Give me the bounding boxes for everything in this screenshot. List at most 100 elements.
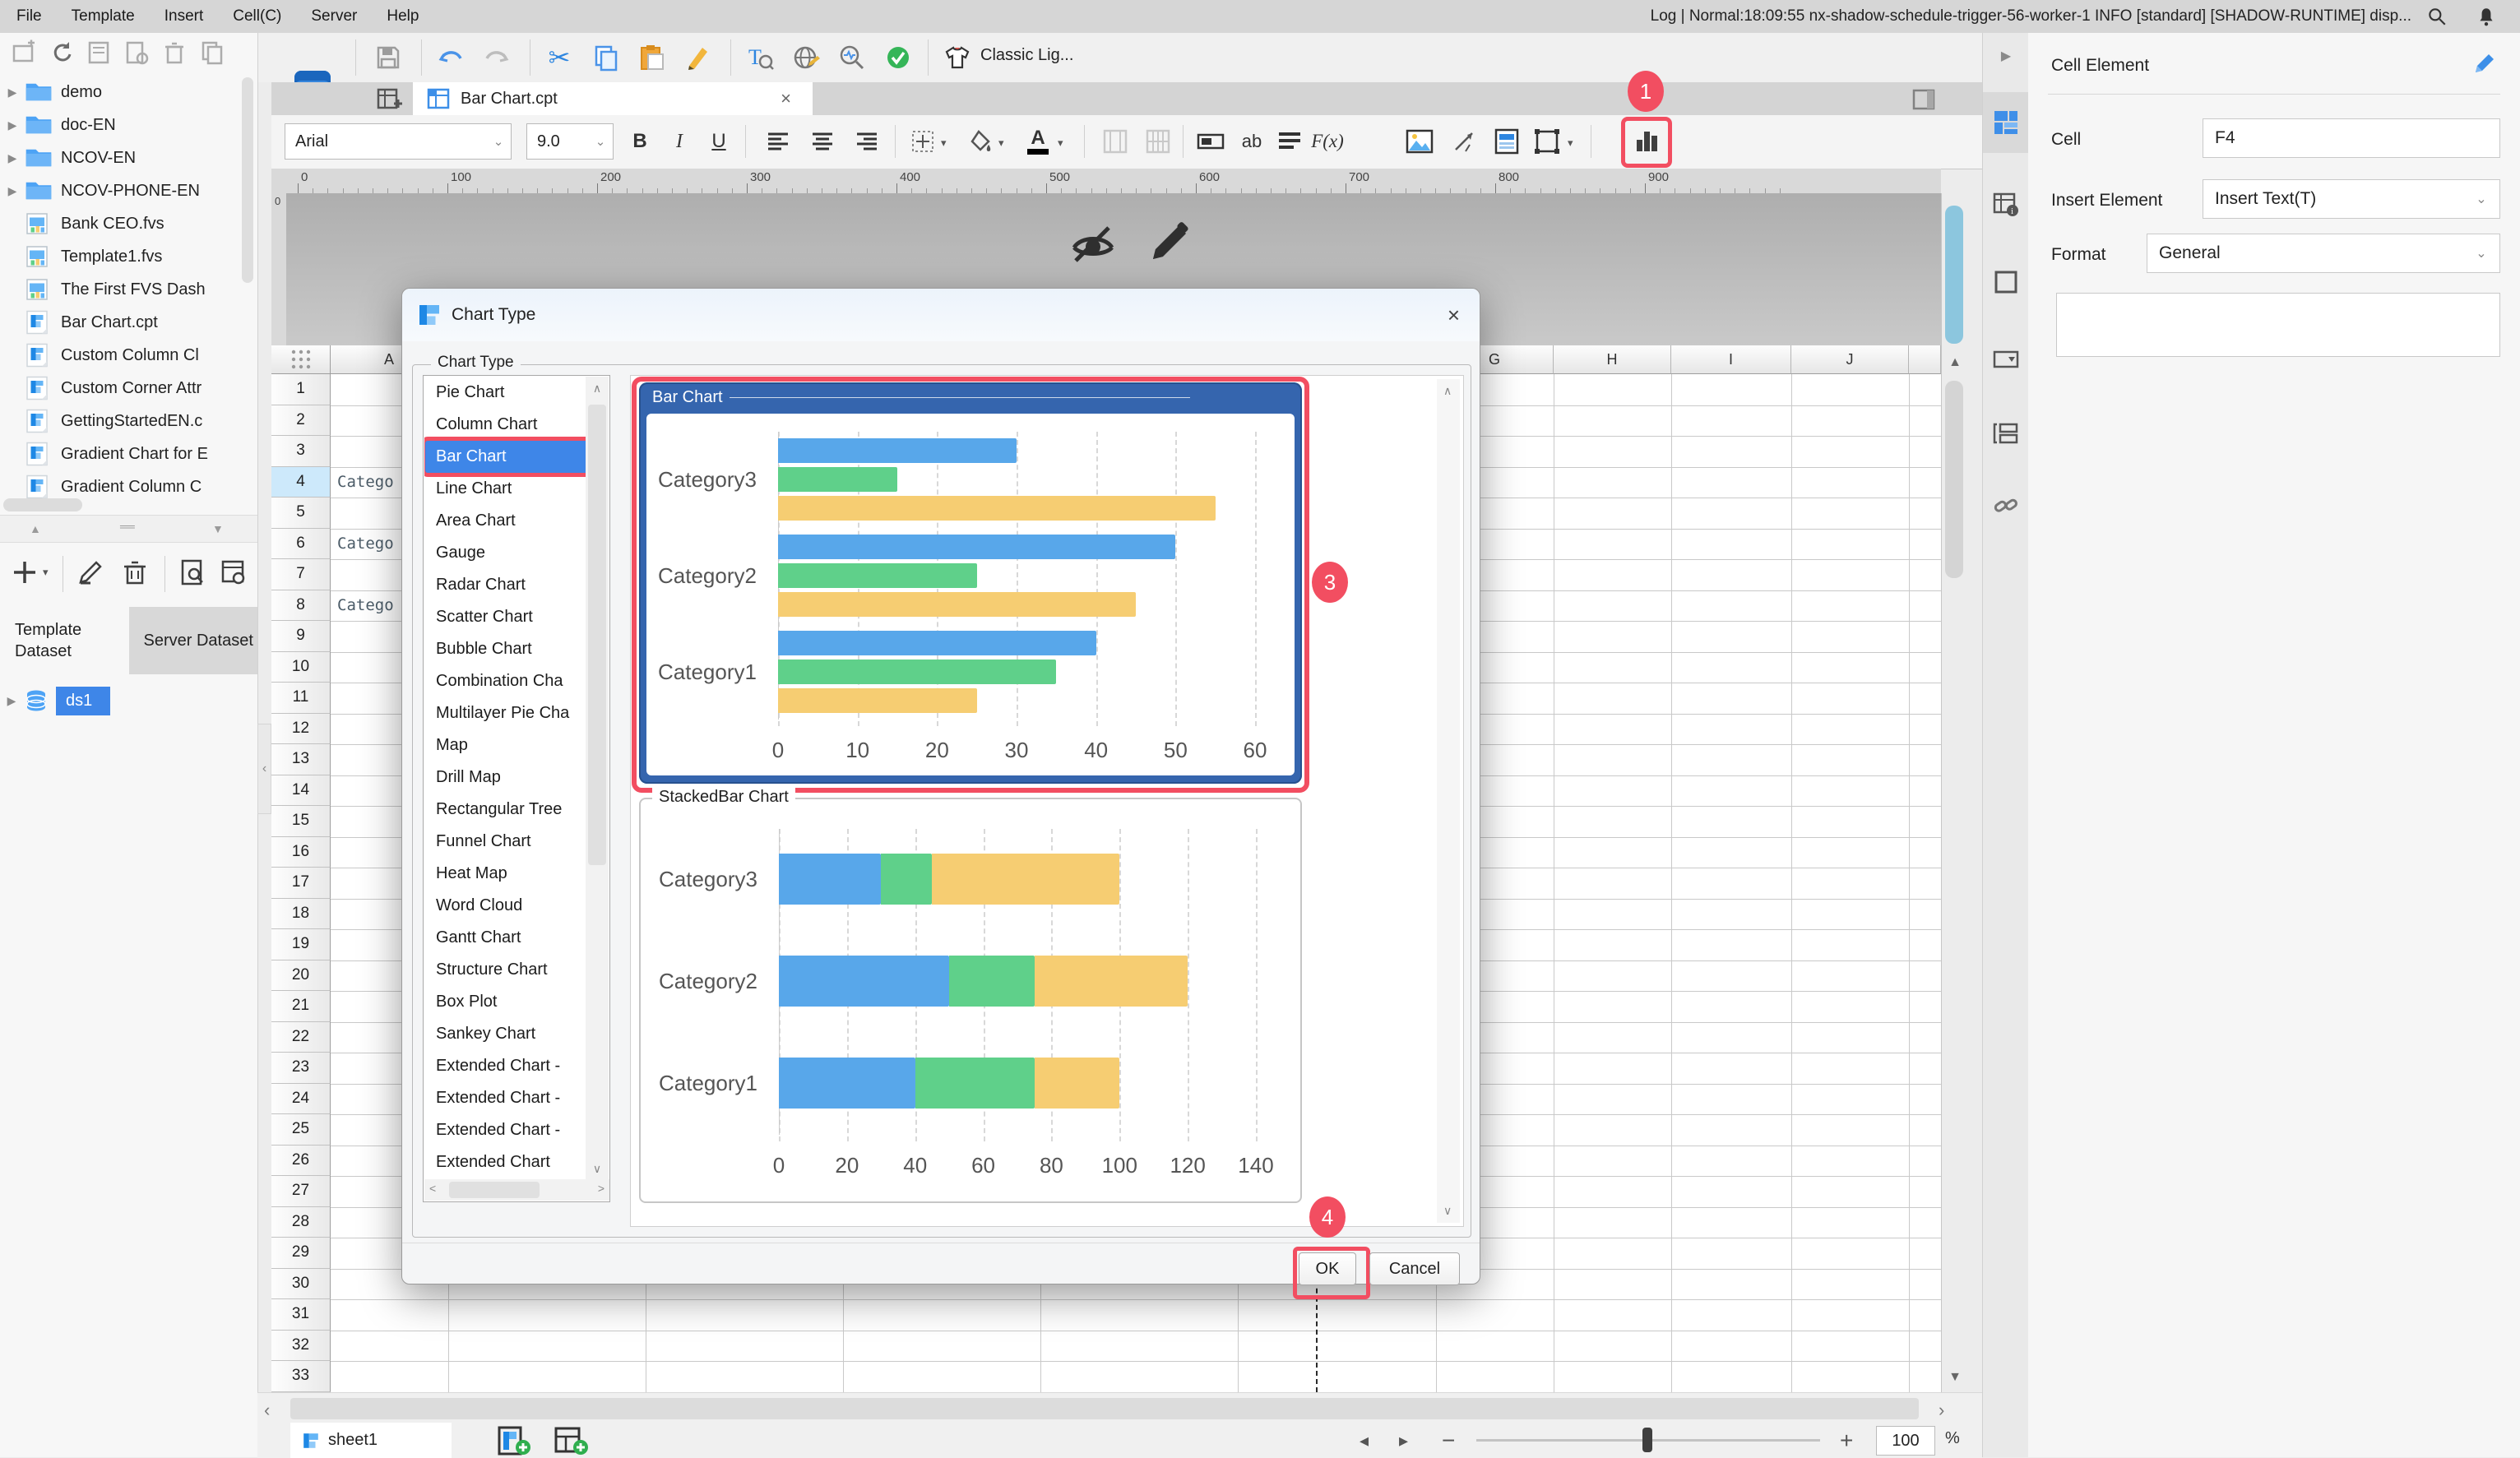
sidebar-collapse-handle[interactable]: ‹ <box>257 724 271 814</box>
web-attributes-icon[interactable] <box>790 41 822 74</box>
tree-item-gradient-column-c[interactable]: Gradient Column C <box>0 470 257 498</box>
scroll-right-icon[interactable]: > <box>597 1182 605 1195</box>
chart-type-gantt-chart[interactable]: Gantt Chart <box>436 928 521 947</box>
chart-type-funnel-chart[interactable]: Funnel Chart <box>436 832 531 850</box>
tab-template-dataset[interactable]: Template Dataset <box>15 621 82 660</box>
cut-icon[interactable]: ✂ <box>548 43 571 72</box>
panel-layout-icon[interactable] <box>1911 87 1936 112</box>
row-header-11[interactable]: 11 <box>271 683 331 714</box>
expand-arrow-icon[interactable]: ▶ <box>7 693 16 707</box>
chart-type-column-chart[interactable]: Column Chart <box>436 415 538 433</box>
column-header-H[interactable]: H <box>1554 345 1671 374</box>
expand-arrow-icon[interactable]: ▶ <box>7 183 17 197</box>
row-header-12[interactable]: 12 <box>271 713 331 744</box>
collapse-right-icon[interactable]: ▶ <box>2000 49 2012 63</box>
scroll-left-icon[interactable]: ‹ <box>264 1400 271 1420</box>
tree-item-ncov-phone-en[interactable]: ▶ NCOV-PHONE-EN <box>0 174 257 207</box>
tree-item-bank-ceo-fvs[interactable]: Bank CEO.fvs <box>0 207 257 240</box>
splitter-up-icon[interactable]: ▲ <box>30 522 41 535</box>
settings-icon[interactable] <box>123 39 151 67</box>
insert-image-icon[interactable] <box>1403 125 1436 158</box>
chart-type-rectangular-tree[interactable]: Rectangular Tree <box>436 800 563 818</box>
underline-button[interactable]: U <box>711 130 726 152</box>
add-form-sheet-icon[interactable] <box>554 1426 590 1456</box>
chart-type-pie-chart[interactable]: Pie Chart <box>436 383 505 401</box>
paste-icon[interactable] <box>635 41 668 74</box>
row-header-24[interactable]: 24 <box>271 1083 331 1114</box>
row-header-33[interactable]: 33 <box>271 1361 331 1392</box>
row-header-4[interactable]: 4 <box>271 466 331 498</box>
row-header-6[interactable]: 6 <box>271 528 331 559</box>
scroll-down-icon[interactable]: ▼ <box>1948 1370 1962 1384</box>
list-icon[interactable] <box>86 39 113 67</box>
chart-type-bubble-chart[interactable]: Bubble Chart <box>436 640 532 658</box>
insert-line-icon[interactable] <box>1448 125 1480 158</box>
scroll-up-icon[interactable]: ▲ <box>1948 355 1962 369</box>
insert-subreport-icon[interactable] <box>1490 125 1523 158</box>
chart-type-bar-chart[interactable]: Bar Chart2 <box>424 437 586 477</box>
search-icon[interactable] <box>2426 6 2448 27</box>
row-header-1[interactable]: 1 <box>271 374 331 405</box>
eye-hidden-icon[interactable] <box>1066 216 1120 271</box>
row-header-21[interactable]: 21 <box>271 991 331 1022</box>
row-header-31[interactable]: 31 <box>271 1299 331 1331</box>
row-header-30[interactable]: 30 <box>271 1268 331 1299</box>
stackedbar-chart-preview[interactable]: StackedBar Chart 0 20 40 60 80 100 120 140 Categ… <box>639 788 1302 1203</box>
row-header-9[interactable]: 9 <box>271 621 331 652</box>
fill-color-icon[interactable] <box>964 125 997 158</box>
column-header-partial[interactable] <box>1909 345 1941 374</box>
rich-text-icon[interactable] <box>1273 125 1306 158</box>
add-report-sheet-icon[interactable] <box>496 1426 532 1456</box>
tree-item-ncov-en[interactable]: ▶ NCOV-EN <box>0 141 257 174</box>
tree-item-doc-en[interactable]: ▶ doc-EN <box>0 109 257 141</box>
insert-shape-icon[interactable] <box>1531 125 1564 158</box>
align-left-icon[interactable] <box>762 125 794 158</box>
row-header-14[interactable]: 14 <box>271 775 331 806</box>
tree-horizontal-scrollbar[interactable] <box>3 498 82 511</box>
row-header-16[interactable]: 16 <box>271 836 331 868</box>
dataset-name[interactable]: ds1 <box>56 686 111 715</box>
scroll-down-icon[interactable]: ∨ <box>592 1162 602 1175</box>
tree-item-template1-fvs[interactable]: Template1.fvs <box>0 240 257 273</box>
tree-item-gettingstarteden-c[interactable]: GettingStartedEN.c <box>0 405 257 437</box>
row-header-22[interactable]: 22 <box>271 1021 331 1053</box>
splitter-down-icon[interactable]: ▼ <box>212 522 224 535</box>
cell-attributes-tab-icon[interactable]: i <box>1992 191 2020 219</box>
font-color-dropdown-icon[interactable]: ▾ <box>1058 137 1063 149</box>
template-debug-icon[interactable] <box>836 41 869 74</box>
row-header-18[interactable]: 18 <box>271 898 331 929</box>
italic-button[interactable]: I <box>676 130 683 152</box>
tab-server-dataset[interactable]: Server Dataset <box>128 607 257 674</box>
fill-dropdown-icon[interactable]: ▾ <box>998 137 1004 149</box>
border-dropdown-icon[interactable]: ▾ <box>941 137 947 149</box>
hyperlink-tab-icon[interactable] <box>1992 492 2020 520</box>
tab-close-icon[interactable]: × <box>781 88 791 109</box>
font-size-select[interactable]: 9.0 ⌄ <box>526 123 614 160</box>
dialog-close-icon[interactable]: × <box>1447 303 1460 327</box>
tree-item-the-first-fvs-dash[interactable]: The First FVS Dash <box>0 273 257 306</box>
zoom-out-icon[interactable]: − <box>1442 1427 1456 1453</box>
chart-type-extended-chart-[interactable]: Extended Chart - <box>436 1057 561 1075</box>
row-header-5[interactable]: 5 <box>271 498 331 529</box>
tab-bar-chart-cpt[interactable]: Bar Chart.cpt × <box>413 82 813 115</box>
format-select[interactable]: General ⌄ <box>2147 234 2500 273</box>
select-all-corner[interactable] <box>271 345 331 374</box>
menu-item-help[interactable]: Help <box>387 7 419 25</box>
chart-type-extended-chart-[interactable]: Extended Chart - <box>436 1121 561 1139</box>
tree-item-demo[interactable]: ▶ demo <box>0 76 257 109</box>
cell-ref-input[interactable]: F4 <box>2203 118 2500 158</box>
sidebar-splitter[interactable]: ▲ ══ ▼ <box>0 515 257 543</box>
column-header-I[interactable]: I <box>1671 345 1791 374</box>
insert-field-icon[interactable] <box>1194 125 1227 158</box>
new-tab-icon[interactable] <box>375 86 403 113</box>
column-header-J[interactable]: J <box>1791 345 1909 374</box>
expand-arrow-icon[interactable]: ▶ <box>7 150 17 164</box>
row-header-28[interactable]: 28 <box>271 1206 331 1238</box>
chart-type-map[interactable]: Map <box>436 736 468 754</box>
tree-item-custom-corner-attr[interactable]: Custom Corner Attr <box>0 372 257 405</box>
cell-content-textarea[interactable] <box>2056 293 2500 357</box>
dataset-item-ds1[interactable]: ▶ ds1 <box>0 681 257 720</box>
theme-shirt-icon[interactable] <box>941 41 974 74</box>
row-header-32[interactable]: 32 <box>271 1330 331 1361</box>
row-header-23[interactable]: 23 <box>271 1053 331 1084</box>
